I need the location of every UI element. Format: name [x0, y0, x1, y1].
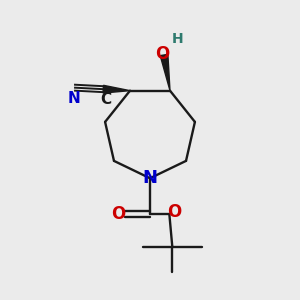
- Text: O: O: [167, 203, 182, 221]
- Text: O: O: [155, 44, 170, 62]
- Text: O: O: [111, 205, 125, 223]
- Text: N: N: [67, 91, 80, 106]
- Polygon shape: [103, 85, 130, 93]
- Text: N: N: [142, 169, 158, 187]
- Text: C: C: [101, 92, 112, 107]
- Text: H: H: [172, 32, 183, 46]
- Polygon shape: [160, 54, 170, 91]
